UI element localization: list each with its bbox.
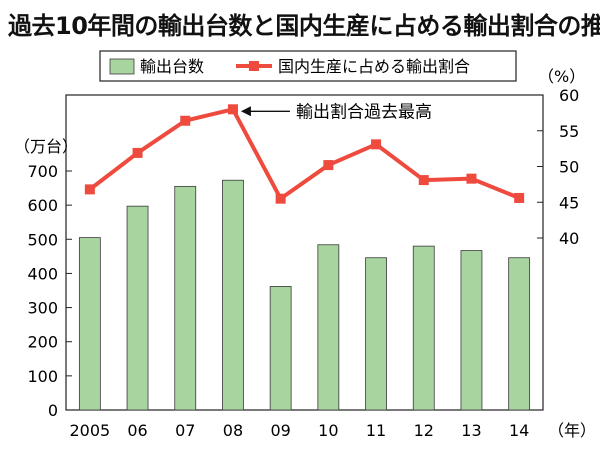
bar bbox=[317, 244, 340, 411]
bar bbox=[412, 245, 435, 411]
x-tick-label: 10 bbox=[318, 421, 338, 440]
x-tick-label: 12 bbox=[414, 421, 434, 440]
right-tick-label: 60 bbox=[559, 86, 579, 105]
x-tick-label: 11 bbox=[366, 421, 386, 440]
right-tick-label: 50 bbox=[559, 158, 579, 177]
left-tick-label: 600 bbox=[27, 196, 58, 215]
left-tick-label: 700 bbox=[27, 162, 58, 181]
x-tick-label: 09 bbox=[270, 421, 290, 440]
line-point bbox=[84, 184, 95, 195]
bar bbox=[269, 286, 292, 411]
bar bbox=[365, 257, 387, 411]
x-tick-label: 2005 bbox=[69, 421, 110, 440]
right-tick-label: 55 bbox=[559, 122, 579, 141]
line-series bbox=[88, 107, 520, 201]
x-tick-label: 14 bbox=[509, 421, 529, 440]
left-tick-label: 400 bbox=[27, 264, 58, 283]
left-tick-label: 500 bbox=[27, 230, 58, 249]
right-tick-label: 40 bbox=[559, 229, 579, 248]
chart-title: 過去10年間の輸出台数と国内生産に占める輸出割合の推移 bbox=[8, 12, 600, 40]
left-tick-label: 300 bbox=[27, 299, 58, 318]
annotation-arrowhead bbox=[240, 106, 251, 117]
line-point bbox=[275, 193, 286, 204]
bar bbox=[508, 257, 531, 411]
legend-line-marker bbox=[249, 61, 259, 71]
x-tick-label: 07 bbox=[175, 421, 195, 440]
bar bbox=[174, 185, 197, 411]
line-point bbox=[418, 175, 429, 186]
legend-box bbox=[99, 50, 517, 82]
line-point bbox=[132, 147, 143, 158]
line-point bbox=[323, 160, 334, 171]
annotation-text: 輸出割合過去最高 bbox=[296, 102, 432, 122]
plot-frame bbox=[65, 94, 544, 411]
left-axis-unit: （万台） bbox=[14, 137, 78, 156]
legend-line-label: 国内生産に占める輸出割合 bbox=[278, 57, 470, 76]
right-tick-label: 45 bbox=[559, 193, 579, 212]
legend-bar-label: 輸出台数 bbox=[140, 57, 204, 76]
bar bbox=[222, 179, 244, 411]
line-point bbox=[466, 173, 477, 184]
bar bbox=[78, 237, 101, 411]
legend-bar-swatch bbox=[109, 58, 135, 75]
line-point bbox=[180, 115, 191, 126]
left-tick-label: 200 bbox=[27, 333, 58, 352]
bar bbox=[460, 250, 483, 411]
left-tick-label: 0 bbox=[48, 401, 58, 420]
line-point bbox=[514, 192, 525, 203]
line-point bbox=[227, 104, 238, 115]
right-axis-unit: （%） bbox=[538, 67, 585, 86]
x-axis-unit: （年） bbox=[548, 421, 596, 440]
x-tick-label: 06 bbox=[127, 421, 147, 440]
left-tick-label: 100 bbox=[27, 367, 58, 386]
x-tick-label: 13 bbox=[461, 421, 481, 440]
bar bbox=[126, 205, 149, 411]
line-point bbox=[371, 139, 382, 150]
x-tick-label: 08 bbox=[223, 421, 243, 440]
